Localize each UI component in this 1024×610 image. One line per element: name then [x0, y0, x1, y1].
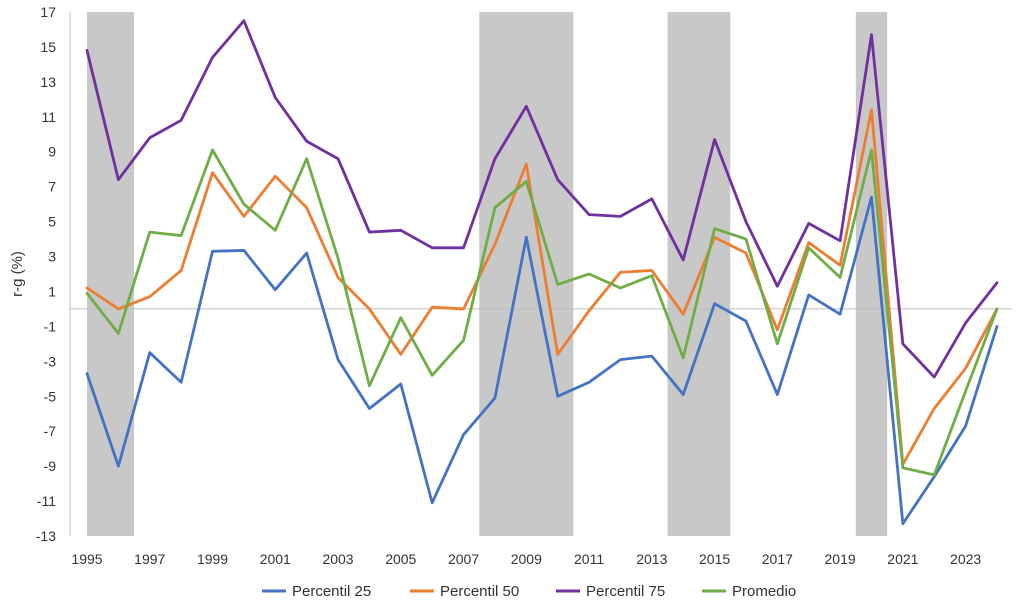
x-tick-label: 2007 — [448, 551, 479, 567]
y-tick-label: -13 — [36, 528, 56, 544]
x-tick-label: 2015 — [699, 551, 730, 567]
y-tick-label: -11 — [37, 493, 56, 509]
series-line-percentil-50 — [85, 108, 999, 466]
x-tick-label: 2017 — [762, 551, 793, 567]
y-axis-title: r-g (%) — [9, 251, 26, 297]
y-tick-label: 5 — [48, 214, 56, 230]
x-tick-label: 1999 — [197, 551, 228, 567]
x-tick-label: 2001 — [260, 551, 291, 567]
x-tick-label: 2011 — [574, 551, 604, 567]
y-tick-label: 13 — [40, 74, 56, 90]
legend-label: Promedio — [732, 583, 796, 600]
y-tick-label: 3 — [48, 249, 56, 265]
y-tick-label: -5 — [44, 388, 57, 404]
shaded-period-2 — [479, 12, 574, 536]
x-tick-label: 2005 — [385, 551, 416, 567]
legend-label: Percentil 75 — [586, 583, 665, 600]
x-tick-label: 1997 — [134, 551, 165, 567]
legend: Percentil 25 Percentil 50 Percentil 75 Prom… — [262, 583, 796, 600]
y-tick-label: 7 — [48, 179, 56, 195]
series-line-percentil-75 — [85, 19, 999, 379]
y-tick-label: 15 — [40, 39, 56, 55]
y-tick-label: 1 — [48, 283, 56, 299]
series-line-promedio — [85, 148, 999, 477]
legend-label: Percentil 25 — [292, 583, 371, 600]
x-tick-labels: 1995 1997 1999 2001 2003 2005 2007 2009 2011 2013… — [71, 551, 981, 567]
shaded-period-1 — [87, 12, 135, 536]
x-tick-label: 2023 — [950, 551, 981, 567]
x-tick-label: 2009 — [511, 551, 542, 567]
x-tick-label: 2019 — [825, 551, 856, 567]
y-tick-label: 17 — [40, 4, 56, 20]
y-tick-label: -7 — [44, 423, 57, 439]
x-tick-label: 2003 — [322, 551, 353, 567]
x-tick-label: 1995 — [71, 551, 102, 567]
y-tick-label: -1 — [44, 318, 57, 334]
y-tick-label: -9 — [44, 458, 57, 474]
x-tick-label: 2021 — [887, 551, 918, 567]
series-line-percentil-25 — [85, 195, 999, 526]
legend-label: Percentil 50 — [440, 583, 519, 600]
y-tick-label: 11 — [41, 109, 56, 125]
shaded-periods — [87, 12, 888, 536]
y-tick-label: -3 — [44, 353, 57, 369]
series-lines — [85, 19, 999, 526]
x-tick-label: 2013 — [636, 551, 667, 567]
y-tick-label: 9 — [48, 144, 56, 160]
